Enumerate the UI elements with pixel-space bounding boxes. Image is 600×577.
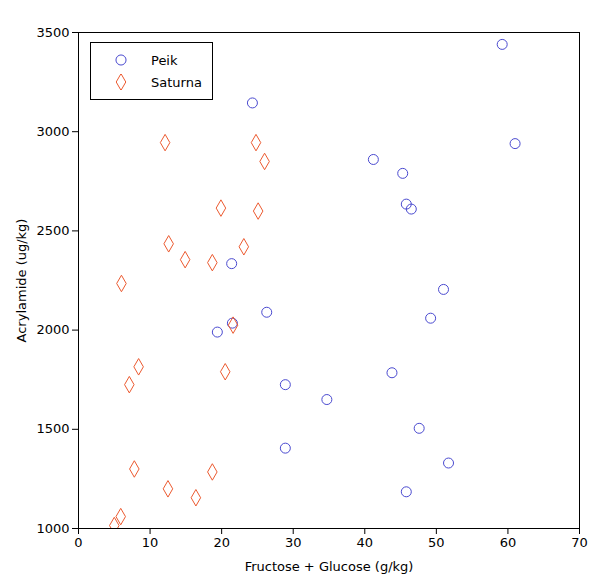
svg-text:0: 0 (74, 535, 82, 550)
svg-text:Fructose + Glucose (g/kg): Fructose + Glucose (g/kg) (245, 559, 414, 574)
html-text:Peik: Peik (151, 52, 178, 68)
svg-text:3500: 3500 (36, 25, 69, 40)
svg-text:1500: 1500 (36, 421, 69, 436)
svg-text:20: 20 (213, 535, 230, 550)
svg-text:2500: 2500 (36, 223, 69, 238)
svg-text:40: 40 (357, 535, 374, 550)
svg-text:10: 10 (142, 535, 159, 550)
svg-text:60: 60 (500, 535, 517, 550)
svg-text:1000: 1000 (36, 521, 69, 536)
svg-text:50: 50 (428, 535, 445, 550)
svg-text:2000: 2000 (36, 322, 69, 337)
svg-text:70: 70 (571, 535, 588, 550)
svg-text:3000: 3000 (36, 124, 69, 139)
svg-text:30: 30 (285, 535, 302, 550)
svg-text:Acrylamide (ug/kg): Acrylamide (ug/kg) (14, 219, 29, 343)
html-text:Saturna: Saturna (151, 74, 202, 90)
